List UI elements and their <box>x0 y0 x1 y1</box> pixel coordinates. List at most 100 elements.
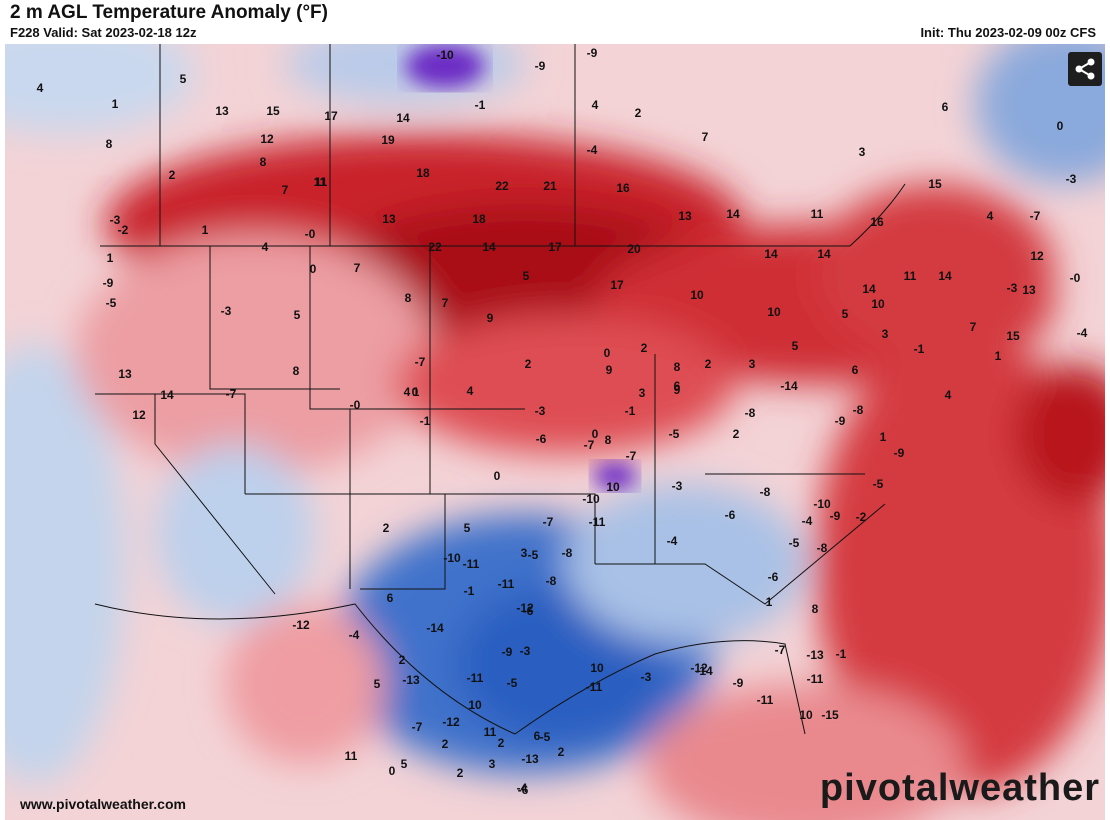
anomaly-value-label: 14 <box>862 282 876 296</box>
anomaly-value-label: 7 <box>441 296 449 310</box>
anomaly-value-label: 2 <box>398 653 406 667</box>
anomaly-value-label: 7 <box>701 130 709 144</box>
anomaly-value-label: -0 <box>1069 271 1081 285</box>
anomaly-value-label: -6 <box>535 432 547 446</box>
anomaly-value-label: -12 <box>690 661 708 675</box>
anomaly-value-label: 4 <box>591 98 599 112</box>
anomaly-value-label: 6 <box>941 100 949 114</box>
anomaly-value-label: 8 <box>292 364 300 378</box>
anomaly-value-label: 16 <box>870 215 884 229</box>
anomaly-value-label: -8 <box>759 485 771 499</box>
anomaly-value-label: 14 <box>817 247 831 261</box>
anomaly-value-label: 10 <box>871 297 885 311</box>
anomaly-value-label: -15 <box>821 708 839 722</box>
anomaly-value-label: 13 <box>382 212 396 226</box>
anomaly-value-label: -0 <box>349 398 361 412</box>
anomaly-value-label: -1 <box>835 647 847 661</box>
anomaly-value-label: -8 <box>545 574 557 588</box>
anomaly-value-label: 3 <box>638 386 646 400</box>
valid-time: F228 Valid: Sat 2023-02-18 12z <box>10 25 197 40</box>
anomaly-value-label: -9 <box>732 676 744 690</box>
init-time: Init: Thu 2023-02-09 00z CFS <box>920 25 1096 40</box>
anomaly-value-label: 13 <box>678 209 692 223</box>
anomaly-value-label: 13 <box>118 367 132 381</box>
anomaly-value-label: -9 <box>586 46 598 60</box>
anomaly-value-label: 1 <box>106 251 114 265</box>
anomaly-value-label: 6 <box>533 729 541 743</box>
anomaly-value-label: 5 <box>293 308 301 322</box>
anomaly-value-label: -8 <box>561 546 573 560</box>
anomaly-value-label: 2 <box>441 737 449 751</box>
anomaly-value-label: 9 <box>673 383 681 397</box>
anomaly-value-label: 2 <box>456 766 464 780</box>
anomaly-value-label: 10 <box>590 661 604 675</box>
anomaly-value-label: 17 <box>610 278 624 292</box>
anomaly-value-label: -13 <box>806 648 824 662</box>
anomaly-value-label: 4 <box>36 81 44 95</box>
anomaly-value-label: 10 <box>767 305 781 319</box>
anomaly-value-label: 16 <box>616 181 630 195</box>
anomaly-value-label: 5 <box>522 269 530 283</box>
anomaly-value-label: -1 <box>474 98 486 112</box>
anomaly-value-label: -3 <box>534 404 546 418</box>
anomaly-value-label: 7 <box>353 261 361 275</box>
anomaly-value-label: -11 <box>806 672 824 686</box>
anomaly-value-label: -6 <box>767 570 779 584</box>
anomaly-value-label: -12 <box>442 715 460 729</box>
anomaly-value-label: -3 <box>1065 172 1077 186</box>
anomaly-value-label: -5 <box>105 296 117 310</box>
anomaly-value-label: 12 <box>1030 249 1044 263</box>
anomaly-value-label: 8 <box>105 137 113 151</box>
anomaly-value-label: -6 <box>724 508 736 522</box>
anomaly-value-label: -7 <box>625 449 637 463</box>
anomaly-value-label: 14 <box>726 207 740 221</box>
anomaly-value-label: 5 <box>400 757 408 771</box>
anomaly-value-label: -3 <box>1006 281 1018 295</box>
anomaly-value-label: 2 <box>732 427 740 441</box>
anomaly-value-label: 11 <box>344 749 358 763</box>
anomaly-value-label: -2 <box>855 510 867 524</box>
anomaly-value-label: 8 <box>404 291 412 305</box>
anomaly-value-label: 8 <box>604 433 612 447</box>
anomaly-value-label: -11 <box>585 680 603 694</box>
anomaly-value-label: -11 <box>756 693 774 707</box>
anomaly-value-label: 1 <box>201 223 209 237</box>
anomaly-value-label: 7 <box>969 320 977 334</box>
anomaly-value-label: 0 <box>1056 119 1064 133</box>
anomaly-value-label: 0 <box>493 469 501 483</box>
anomaly-value-label: 11 <box>903 269 917 283</box>
anomaly-value-label: -6 <box>522 604 534 618</box>
anomaly-value-label: -7 <box>225 387 237 401</box>
anomaly-map[interactable]: -341582-3-2131517141911-10-9-9-1427-411-… <box>5 44 1105 820</box>
anomaly-value-label: 9 <box>605 363 613 377</box>
anomaly-value-label: -9 <box>893 446 905 460</box>
anomaly-value-label: -7 <box>542 515 554 529</box>
anomaly-value-label: -2 <box>117 223 129 237</box>
anomaly-value-label: -7 <box>1029 209 1041 223</box>
anomaly-value-label: 5 <box>463 521 471 535</box>
anomaly-value-label: -3 <box>109 213 121 227</box>
site-url[interactable]: www.pivotalweather.com <box>20 796 186 812</box>
anomaly-value-label: 13 <box>215 104 229 118</box>
anomaly-value-label: -7 <box>583 438 595 452</box>
anomaly-value-label: -11 <box>588 515 606 529</box>
anomaly-value-label: -8 <box>852 403 864 417</box>
anomaly-value-label: 18 <box>416 166 430 180</box>
share-button[interactable] <box>1068 52 1102 86</box>
anomaly-value-label: 4 <box>403 385 411 399</box>
anomaly-value-label: -5 <box>668 427 680 441</box>
anomaly-value-label: 1 <box>994 349 1002 363</box>
anomaly-value-label: -10 <box>443 551 461 565</box>
anomaly-value-label: -14 <box>426 621 444 635</box>
anomaly-value-label: 12 <box>260 132 274 146</box>
anomaly-value-label: -5 <box>872 477 884 491</box>
share-icon <box>1075 58 1095 80</box>
anomaly-value-label: -1 <box>624 404 636 418</box>
anomaly-value-label: 3 <box>520 546 528 560</box>
anomaly-value-label: -7 <box>774 643 786 657</box>
anomaly-value-label: 6 <box>851 363 859 377</box>
anomaly-value-label: -4 <box>801 514 813 528</box>
anomaly-value-label: -3 <box>519 644 531 658</box>
anomaly-value-label: 3 <box>858 145 866 159</box>
anomaly-value-label: 10 <box>690 288 704 302</box>
